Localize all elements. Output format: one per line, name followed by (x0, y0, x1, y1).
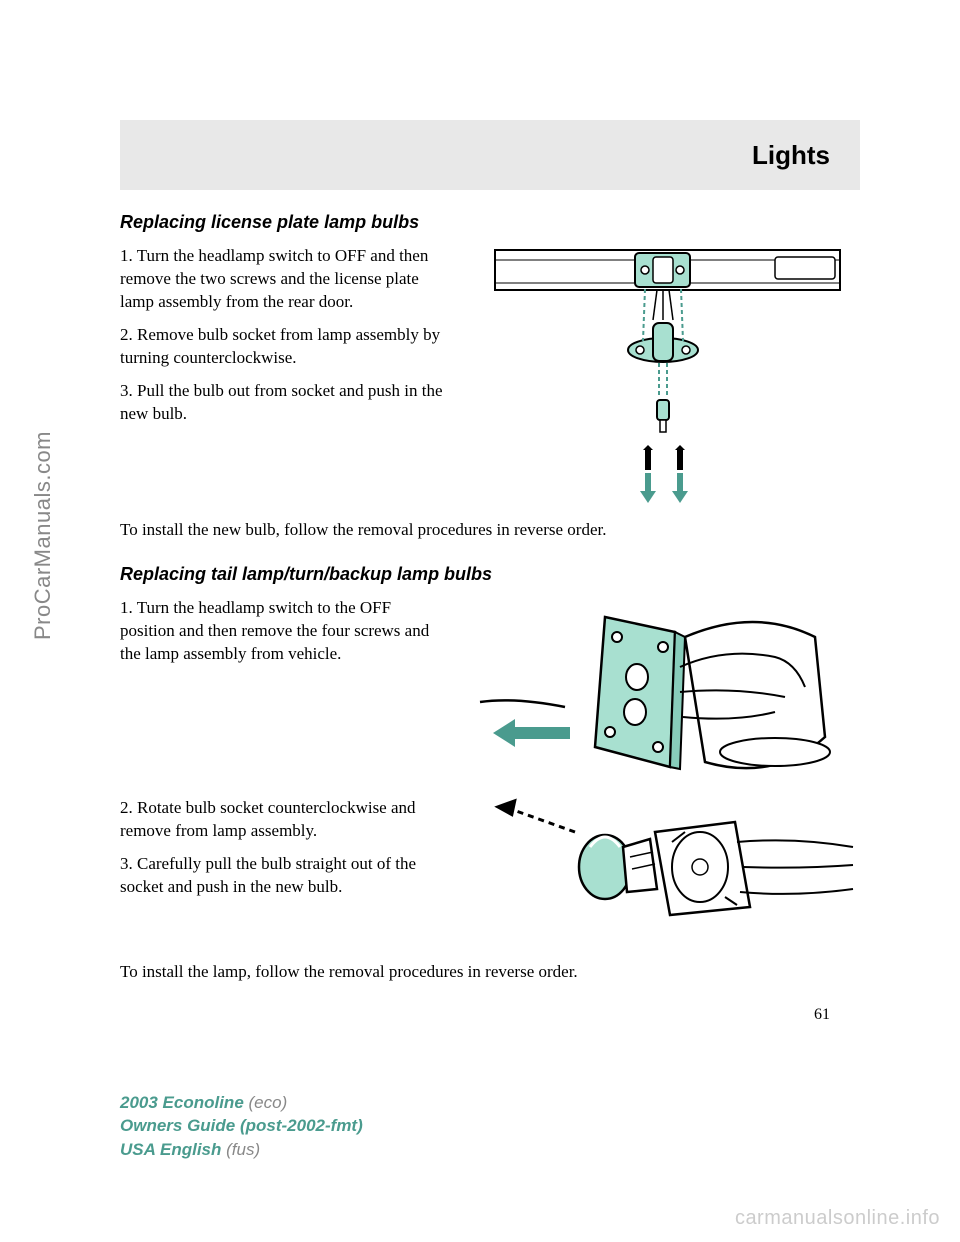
section1-text: 1. Turn the headlamp switch to OFF and t… (120, 245, 450, 436)
section2-step2: 2. Rotate bulb socket counterclockwise a… (120, 797, 450, 843)
page-title: Lights (752, 140, 830, 171)
footer-line1-teal: 2003 Econoline (120, 1093, 244, 1112)
section1-note: To install the new bulb, follow the remo… (120, 519, 860, 542)
section2-step1: 1. Turn the headlamp switch to the OFF p… (120, 597, 450, 666)
section1-step2: 2. Remove bulb socket from lamp assembly… (120, 324, 450, 370)
section2-note: To install the lamp, follow the removal … (120, 961, 860, 984)
footer-line2-teal: Owners Guide (post-2002-fmt) (120, 1116, 363, 1135)
footer-line3-teal: USA English (120, 1140, 221, 1159)
section2-heading: Replacing tail lamp/turn/backup lamp bul… (120, 564, 860, 585)
license-plate-lamp-illustration (470, 245, 860, 505)
tail-lamp-assembly-illustration (470, 597, 860, 787)
section1-step3: 3. Pull the bulb out from socket and pus… (120, 380, 450, 426)
page-number: 61 (814, 1006, 830, 1024)
content-body: Replacing license plate lamp bulbs 1. Tu… (120, 212, 860, 984)
section2-step3: 3. Carefully pull the bulb straight out … (120, 853, 450, 899)
footer-line1-grey: (eco) (249, 1093, 288, 1112)
header-bar: Lights (120, 120, 860, 190)
footer: 2003 Econoline (eco) Owners Guide (post-… (120, 1091, 363, 1162)
section2-text-top: 1. Turn the headlamp switch to the OFF p… (120, 597, 450, 676)
section1-heading: Replacing license plate lamp bulbs (120, 212, 860, 233)
bottom-watermark: carmanualsonline.info (735, 1207, 940, 1230)
side-watermark: ProCarManuals.com (30, 431, 56, 640)
footer-line3-grey: (fus) (226, 1140, 260, 1159)
bulb-socket-illustration (470, 797, 860, 947)
section1-step1: 1. Turn the headlamp switch to OFF and t… (120, 245, 450, 314)
section2-text-bottom: 2. Rotate bulb socket counterclockwise a… (120, 797, 450, 909)
